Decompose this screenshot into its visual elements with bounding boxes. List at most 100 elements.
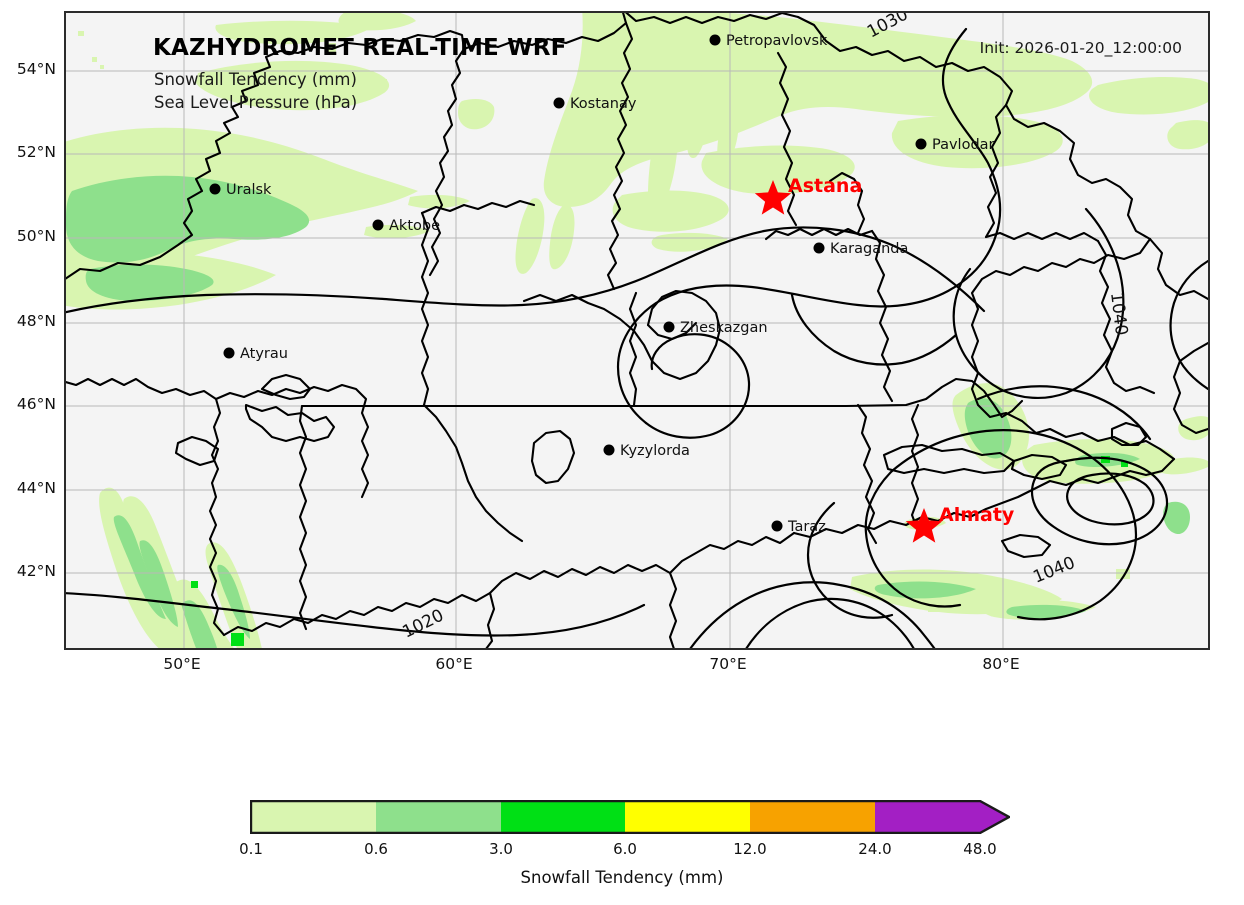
- snow-patch-top-mid: [338, 13, 416, 31]
- oblast-mid-vertical: [420, 211, 430, 407]
- coast-caspian-bay2: [174, 435, 220, 467]
- border-petropavlovsk-bulge: [625, 13, 800, 25]
- city-label-taraz: Taraz: [787, 519, 826, 535]
- isobar-balkhash: [976, 385, 1152, 441]
- snow-patch-kostanay-ne: [700, 68, 788, 87]
- lon-tick-70: 70°E: [709, 655, 747, 673]
- lat-tick-52: 52°N: [16, 143, 56, 161]
- border-east-china: [1148, 237, 1208, 301]
- border-north: [66, 29, 466, 280]
- snow-region-southwest-band-l2b: [139, 540, 178, 627]
- snow-streak-aktobe-5: [515, 198, 545, 274]
- map-panel[interactable]: 1030 1040 1040 1020 Petropavlovsk Kostan…: [64, 11, 1210, 650]
- colorbar-segment-0: [251, 801, 376, 833]
- city-marker-zheskazgan: [663, 321, 675, 333]
- snow-core-almaty-2: [1121, 461, 1128, 467]
- colorbar-tick-1: 0.6: [364, 840, 388, 858]
- snow-core-sw-1: [191, 581, 198, 588]
- isobar-layer: [66, 27, 1208, 648]
- snow-region-southwest-band-l2: [113, 515, 166, 619]
- city-marker-almaty-star: [905, 508, 943, 543]
- snow-dot-1: [78, 31, 84, 36]
- isobar-ne: [1169, 259, 1208, 391]
- lat-tick-44: 44°N: [16, 479, 56, 497]
- snow-core-sw-2: [231, 633, 244, 646]
- snow-dot-6: [666, 27, 678, 35]
- snow-region-north-central-2: [1089, 77, 1208, 115]
- colorbar-segment-3: [625, 801, 750, 833]
- city-label-petropavlovsk: Petropavlovsk: [726, 33, 828, 49]
- colorbar-segment-4: [750, 801, 875, 833]
- colorbar-segment-5: [875, 801, 980, 833]
- oblast-karaganda-n: [522, 289, 722, 381]
- map-canvas: 1030 1040 1040 1020 Petropavlovsk Kostan…: [66, 13, 1208, 648]
- isobar-almaty-ring: [1030, 456, 1169, 546]
- lon-tick-50: 50°E: [163, 655, 201, 673]
- snow-patch-top-mid2: [1167, 120, 1208, 150]
- city-label-kostanay: Kostanay: [570, 96, 637, 112]
- lon-tick-60: 60°E: [435, 655, 473, 673]
- border-kostanay-east: [606, 21, 634, 291]
- colorbar[interactable]: [249, 799, 1012, 840]
- oblast-karaganda-west: [628, 291, 638, 407]
- isobar-se-inner: [864, 469, 962, 608]
- lat-tick-46: 46°N: [16, 395, 56, 413]
- isobar-central: [66, 226, 986, 314]
- snow-patch-se-corner: [1178, 416, 1208, 441]
- isobar-1020: [66, 592, 646, 637]
- lon-tick-80: 80°E: [982, 655, 1020, 673]
- colorbar-tick-0: 0.1: [239, 840, 263, 858]
- city-label-pavlodar: Pavlodar: [932, 137, 995, 153]
- snow-region-nw-top: [215, 20, 372, 45]
- oblast-zhambyl: [856, 403, 878, 545]
- colorbar-outline: [249, 799, 1012, 835]
- colorbar-tick-labels: 0.1 0.6 3.0 6.0 12.0 24.0 48.0: [239, 840, 1010, 860]
- oblast-west-vertical: [298, 404, 308, 631]
- oblast-astana-line: [828, 171, 866, 235]
- lat-tick-42: 42°N: [16, 562, 56, 580]
- lake-balkhash: [882, 443, 1016, 475]
- colorbar-tick-5: 24.0: [858, 840, 892, 858]
- snow-dot-2: [92, 57, 97, 62]
- coast-caspian-mangyshlak: [66, 377, 218, 401]
- city-marker-kyzylorda: [603, 444, 615, 456]
- city-marker-atyrau: [223, 347, 235, 359]
- isobar-south2: [745, 597, 915, 648]
- city-marker-taraz: [771, 520, 783, 532]
- city-marker-aktobe: [372, 219, 384, 231]
- lake-balkhash-east: [1010, 453, 1068, 481]
- snow-region-nw-wisp3: [408, 194, 470, 209]
- snow-streak-aktobe-6: [549, 204, 575, 270]
- colorbar-tick-3: 6.0: [613, 840, 637, 858]
- snow-core-almaty-1: [1101, 456, 1110, 463]
- border-north-east: [462, 13, 628, 51]
- border-aral-west: [485, 563, 672, 648]
- city-label-atyrau: Atyrau: [240, 346, 288, 362]
- colorbar-title: Snowfall Tendency (mm): [520, 868, 724, 887]
- lat-tick-54: 54°N: [16, 60, 56, 78]
- snow-region-nc-astana: [701, 145, 855, 195]
- snow-patch-east-edge2: [1163, 501, 1190, 535]
- lat-tick-50: 50°N: [16, 227, 56, 245]
- coast-caspian-east: [208, 397, 226, 637]
- city-label-almaty: Almaty: [939, 504, 1015, 526]
- snow-dot-5: [378, 79, 387, 86]
- city-label-karaganda: Karaganda: [830, 241, 908, 257]
- city-marker-pavlodar: [915, 138, 927, 150]
- lat-tick-48: 48°N: [16, 312, 56, 330]
- snow-region-nw-wisp1: [312, 178, 374, 195]
- colorbar-svg: [249, 799, 1012, 840]
- isobar-1040-lower: [790, 293, 958, 366]
- city-label-astana: Astana: [788, 175, 862, 197]
- snowfall-shading-layer: [66, 13, 1208, 648]
- isobar-se-outer: [890, 429, 1138, 621]
- oblast-kyzylorda: [422, 403, 524, 543]
- city-label-uralsk: Uralsk: [226, 182, 272, 198]
- colorbar-segment-2: [501, 801, 625, 833]
- snow-patch-s2: [1116, 569, 1130, 579]
- city-marker-astana-star: [754, 180, 792, 215]
- city-marker-petropavlovsk: [709, 34, 721, 46]
- city-label-aktobe: Aktobe: [389, 218, 440, 234]
- aral-sea: [530, 429, 576, 485]
- oblast-karaganda-e: [870, 229, 894, 403]
